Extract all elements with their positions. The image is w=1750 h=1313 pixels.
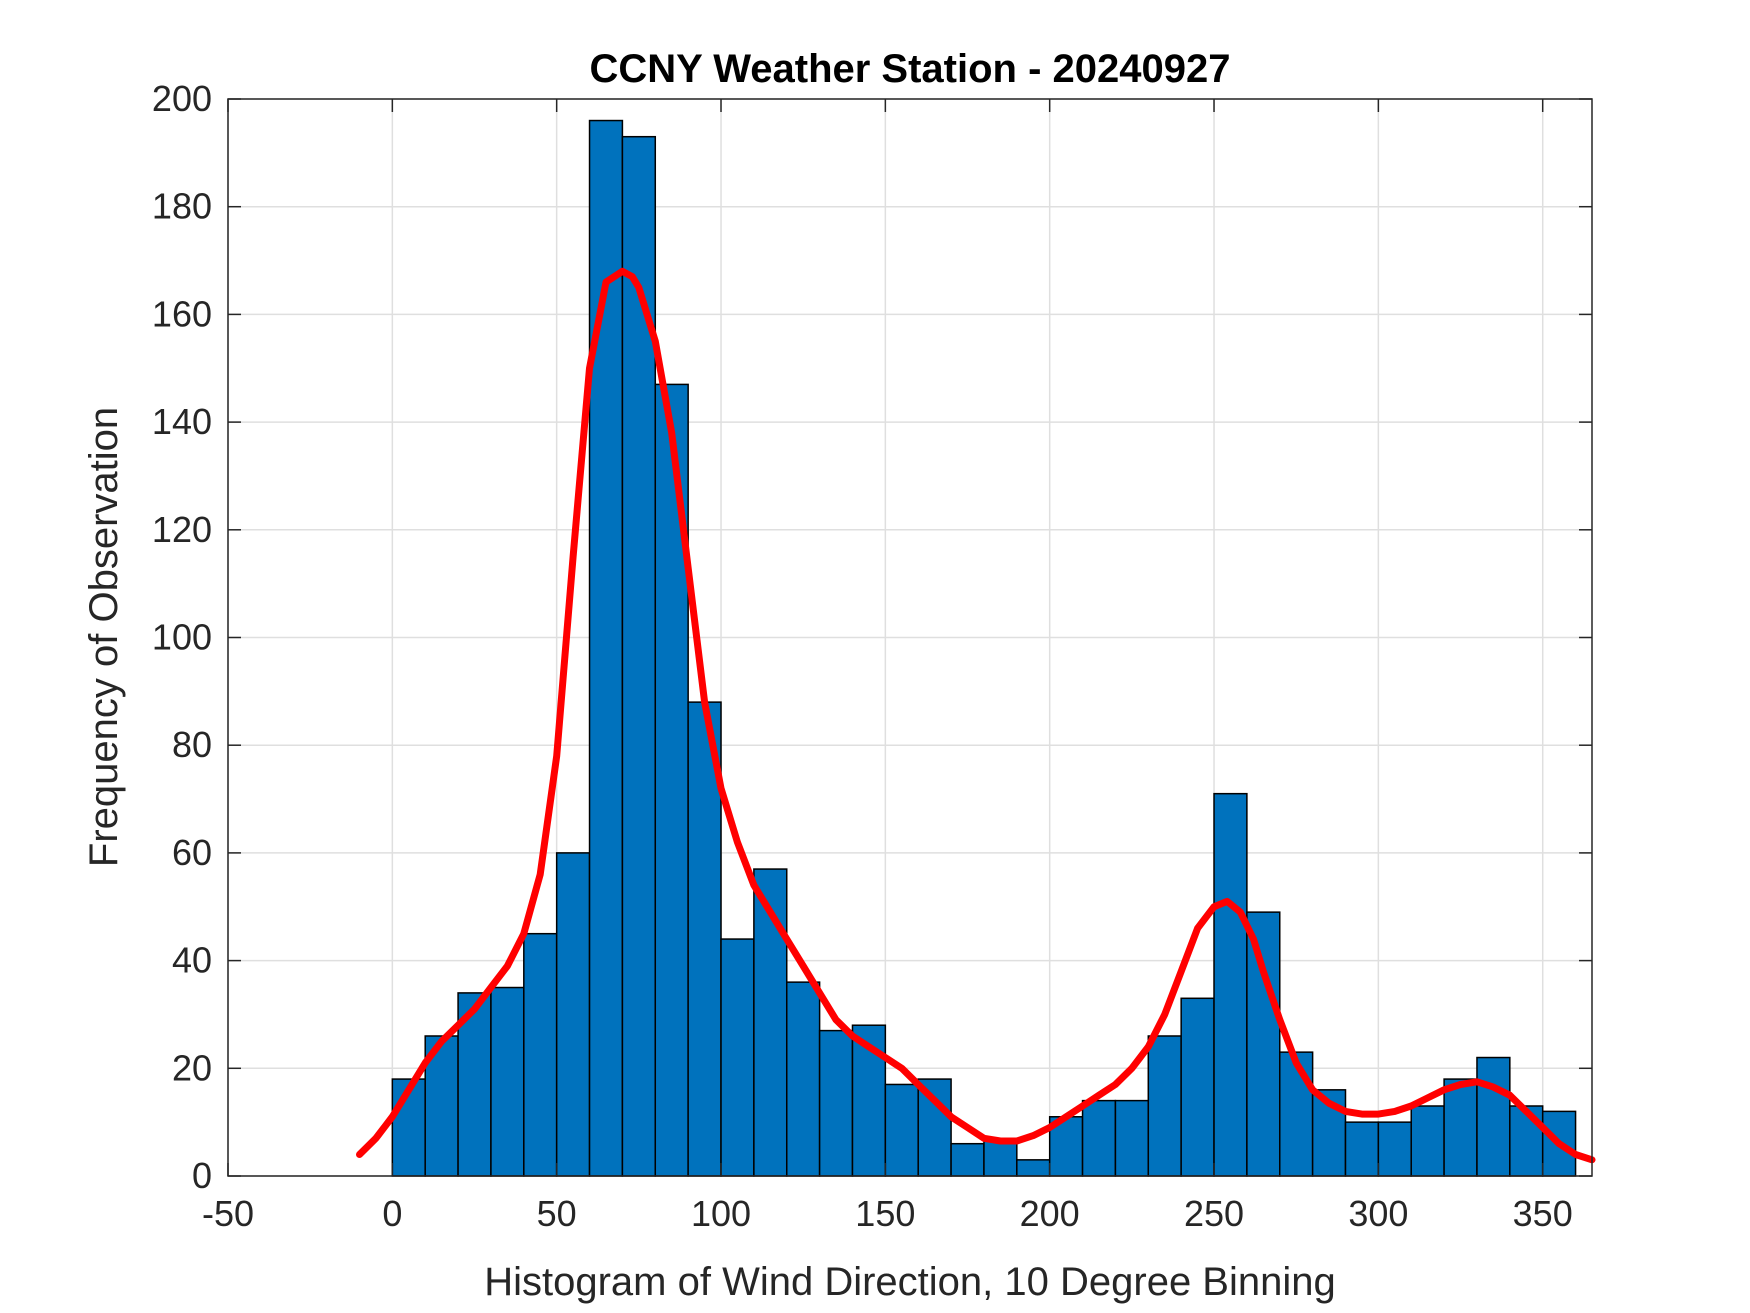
histogram-bar [1410, 1105, 1445, 1177]
histogram-bar [1114, 1099, 1150, 1177]
histogram-bar [1344, 1121, 1380, 1177]
x-tick-label: 100 [691, 1193, 751, 1234]
y-tick-label: 160 [152, 293, 212, 334]
histogram-bar [1476, 1056, 1511, 1177]
y-tick-labels: 0 20 40 60 80 100 120 140 160 180 200 [152, 78, 212, 1196]
histogram-bar [555, 852, 591, 1177]
y-tick-label: 120 [152, 509, 212, 550]
x-axis-label: Histogram of Wind Direction, 10 Degree B… [484, 1260, 1336, 1304]
histogram-bar [1443, 1078, 1478, 1177]
y-tick-label: 60 [172, 832, 212, 873]
y-tick-label: 180 [152, 186, 212, 227]
chart-title: CCNY Weather Station - 20240927 [590, 47, 1231, 91]
histogram-bar [818, 1029, 854, 1177]
x-tick-labels: -50 0 50 100 150 200 250 300 350 [202, 1193, 1573, 1234]
histogram-bar [1180, 997, 1215, 1177]
x-tick-label: 300 [1348, 1193, 1408, 1234]
histogram-bar [523, 932, 558, 1177]
histogram-bar [1377, 1121, 1412, 1177]
histogram-bar [720, 938, 755, 1177]
histogram-bar [1081, 1099, 1117, 1177]
fit-curve-line [356, 267, 1596, 1164]
histogram-bar [1016, 1159, 1051, 1177]
x-tick-label: 350 [1513, 1193, 1573, 1234]
histogram-bar [1509, 1105, 1544, 1177]
x-tick-label: 0 [382, 1193, 402, 1234]
histogram-bar [1279, 1051, 1314, 1177]
y-tick-label: 20 [172, 1047, 212, 1088]
y-tick-label: 200 [152, 78, 212, 119]
x-tick-label: 200 [1020, 1193, 1080, 1234]
y-tick-label: 100 [152, 617, 212, 658]
histogram-bar [884, 1083, 919, 1177]
histogram-bar [1147, 1035, 1182, 1177]
histogram-bar [687, 701, 722, 1177]
histogram-bar [1246, 911, 1281, 1177]
y-tick-label: 140 [152, 401, 212, 442]
axis-ticks [227, 98, 1592, 1177]
y-tick-label: 80 [172, 724, 212, 765]
histogram-bar [785, 981, 821, 1177]
y-tick-label: 40 [172, 940, 212, 981]
histogram-bar [490, 986, 525, 1177]
histogram-bar [588, 119, 624, 1177]
x-tick-label: 150 [855, 1193, 915, 1234]
histogram-bar [753, 868, 788, 1177]
y-tick-label: 0 [192, 1155, 212, 1196]
histogram-bar [950, 1142, 985, 1177]
histogram-bar [983, 1137, 1018, 1177]
histogram-bar [1213, 792, 1248, 1177]
x-tick-label: 50 [537, 1193, 577, 1234]
histogram-bars [391, 119, 1577, 1177]
x-tick-label: 250 [1184, 1193, 1244, 1234]
x-tick-label: -50 [202, 1193, 254, 1234]
histogram-bar [917, 1078, 952, 1177]
y-axis-label: Frequency of Observation [82, 407, 126, 867]
